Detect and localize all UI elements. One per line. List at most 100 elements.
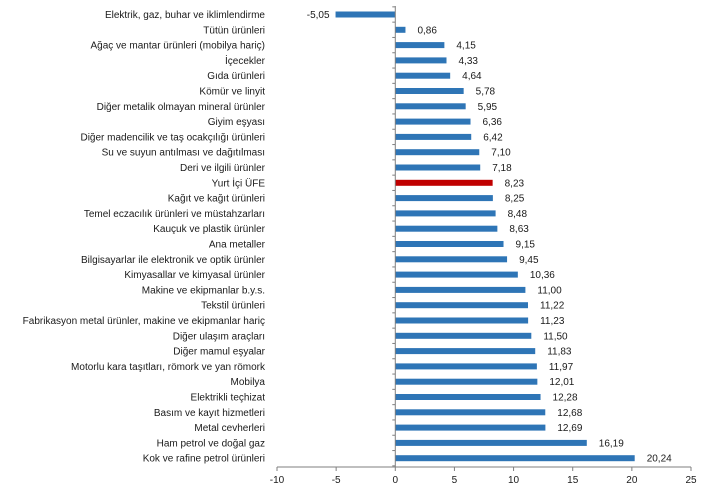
x-tick-label: 10 <box>508 475 520 486</box>
category-label: Diğer metalik olmayan mineral ürünler <box>97 102 266 113</box>
category-label: İçecekler <box>225 54 266 67</box>
category-label: Kimyasallar ve kimyasal ürünler <box>124 270 265 281</box>
category-label: Diğer madencilik ve taş ocakçılığı ürünl… <box>80 132 265 143</box>
category-label: Su ve suyun antılması ve dağıtılması <box>102 148 265 159</box>
data-label: 10,36 <box>530 270 555 281</box>
data-label: 11,83 <box>547 347 572 358</box>
bar <box>395 302 529 309</box>
x-axis: -10 -5 0 5 10 15 20 25 <box>270 6 697 486</box>
bar <box>395 118 471 125</box>
data-label: 12,69 <box>557 423 582 434</box>
data-label: 11,00 <box>537 285 562 296</box>
bar <box>335 11 396 18</box>
category-label: Yurt İçi ÜFE <box>212 176 266 189</box>
category-label: Ham petrol ve doğal gaz <box>157 438 265 449</box>
data-label: 11,97 <box>549 362 574 373</box>
data-label: 8,25 <box>505 194 525 205</box>
bar <box>395 210 496 217</box>
bar <box>395 88 464 94</box>
category-label: Kağıt ve kağıt ürünleri <box>168 194 265 205</box>
x-tick-label: -10 <box>270 475 285 486</box>
category-label: Elektrik, gaz, buhar ve iklimlendirme <box>105 10 265 21</box>
data-label: 7,10 <box>491 148 511 159</box>
data-label: 12,68 <box>557 408 582 419</box>
bar <box>395 317 529 324</box>
data-label: 4,15 <box>456 41 476 52</box>
x-tick-label: 20 <box>626 475 638 486</box>
bar <box>395 271 518 278</box>
bar <box>395 409 546 416</box>
bar <box>395 363 537 370</box>
data-label: 8,23 <box>505 178 525 189</box>
bar <box>395 439 587 446</box>
bars-layer <box>335 11 635 462</box>
x-tick-label: 15 <box>567 475 579 486</box>
bar <box>395 455 635 462</box>
category-label: Gıda ürünleri <box>207 71 265 82</box>
category-label: Kömür ve linyit <box>199 87 265 98</box>
bar <box>395 42 445 49</box>
category-label: Motorlu kara taşıtları, römork ve yan rö… <box>71 362 266 373</box>
data-label: 16,19 <box>599 438 624 449</box>
category-label: Mobilya <box>231 377 266 388</box>
data-label: 6,36 <box>483 117 503 128</box>
labels-layer: Elektrik, gaz, buhar ve iklimlendirme -5,… <box>23 10 673 465</box>
data-label: 11,23 <box>540 316 565 327</box>
data-label: 9,15 <box>516 240 536 251</box>
category-label: Bilgisayarlar ile elektronik ve optik ür… <box>81 255 266 266</box>
x-tick-label: 5 <box>452 475 458 486</box>
bar <box>395 195 493 202</box>
data-label: 6,42 <box>483 132 503 143</box>
category-label: Elektrikli teçhizat <box>191 393 266 404</box>
category-label: Giyim eşyası <box>208 117 265 128</box>
data-label: -5,05 <box>307 10 330 21</box>
bar <box>395 103 466 110</box>
category-label: Ana metaller <box>209 240 266 251</box>
x-tick-label: -5 <box>332 475 341 486</box>
data-label: 8,63 <box>509 224 529 235</box>
data-label: 8,48 <box>508 209 528 220</box>
category-label: Deri ve ilgili ürünler <box>180 163 266 174</box>
bar <box>395 256 508 263</box>
bar <box>395 394 541 400</box>
category-label: Temel eczacılık ürünleri ve müstahzarlar… <box>84 209 265 220</box>
bar <box>395 424 546 431</box>
category-label: Fabrikasyon metal ürünler, makine ve eki… <box>23 316 265 327</box>
x-tick-label: 25 <box>685 475 697 486</box>
category-label: Kok ve rafine petrol ürünleri <box>143 454 265 465</box>
category-label: Tütün ürünleri <box>203 25 265 36</box>
category-label: Metal cevherleri <box>194 423 265 434</box>
data-label: 12,01 <box>549 377 574 388</box>
data-label: 11,22 <box>540 301 565 312</box>
data-label: 4,64 <box>462 71 482 82</box>
category-label: Diğer mamul eşyalar <box>173 347 265 358</box>
data-label: 20,24 <box>647 454 672 465</box>
data-label: 11,50 <box>543 331 568 342</box>
bar <box>395 26 406 33</box>
category-label: Kauçuk ve plastik ürünler <box>153 224 265 235</box>
category-label: Tekstil ürünleri <box>201 301 265 312</box>
bar <box>395 241 504 247</box>
bar <box>395 348 536 355</box>
data-label: 0,86 <box>417 25 437 36</box>
category-label: Makine ve ekipmanlar b.y.s. <box>142 285 265 296</box>
bar <box>395 378 538 385</box>
x-tick-label: 0 <box>393 475 399 486</box>
bar <box>395 179 493 186</box>
bar <box>395 72 451 79</box>
bar <box>395 149 480 156</box>
data-label: 5,95 <box>478 102 498 113</box>
bar <box>395 164 481 171</box>
category-label: Basım ve kayıt hizmetleri <box>154 408 265 419</box>
bar <box>395 57 447 64</box>
data-label: 7,18 <box>492 163 512 174</box>
category-label: Ağaç ve mantar ürünleri (mobilya hariç) <box>90 41 265 52</box>
data-label: 4,33 <box>459 56 479 67</box>
data-label: 9,45 <box>519 255 539 266</box>
bar <box>395 133 472 140</box>
bar <box>395 286 526 293</box>
bar <box>395 332 532 339</box>
category-label: Diğer ulaşım araçları <box>173 331 265 342</box>
bar <box>395 225 498 232</box>
